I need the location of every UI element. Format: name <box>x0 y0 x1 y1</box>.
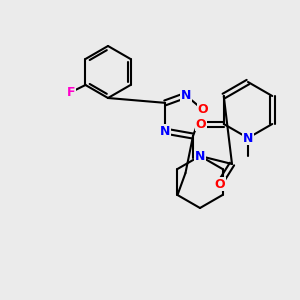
Text: F: F <box>67 85 76 98</box>
Text: O: O <box>195 118 206 130</box>
Text: N: N <box>181 89 191 102</box>
Text: O: O <box>215 178 225 190</box>
Text: N: N <box>160 124 170 138</box>
Text: N: N <box>243 131 253 145</box>
Text: N: N <box>195 149 205 163</box>
Text: O: O <box>197 103 208 116</box>
